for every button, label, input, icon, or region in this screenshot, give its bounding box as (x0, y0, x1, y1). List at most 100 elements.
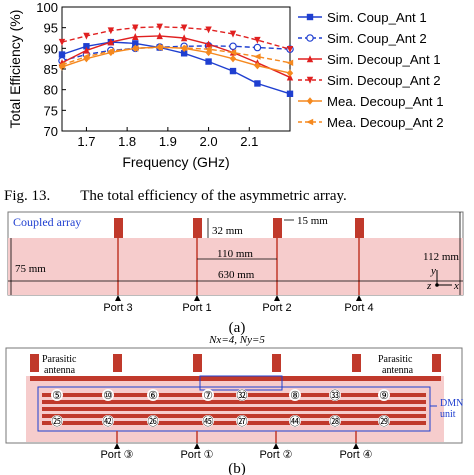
data-point (286, 73, 294, 81)
series-line (61, 41, 291, 95)
data-point (180, 44, 188, 52)
legend-marker (306, 76, 314, 84)
legend-label: Sim. Coup_Ant 1 (327, 10, 427, 25)
figure-b: Nx=4, Ny=5 Parasitic antenna Parasitic a… (5, 334, 463, 475)
data-point (180, 34, 188, 42)
antenna-b-2 (272, 354, 281, 372)
dmn-label-2: unit (440, 409, 456, 420)
subfigure-a-label: (a) (229, 320, 246, 336)
parasitic-right-line2: antenna (382, 365, 414, 376)
legend-label: Sim. Decoup_Ant 1 (327, 52, 441, 67)
legend-marker (306, 34, 314, 42)
dmn-number-badge (329, 415, 341, 427)
data-point (286, 90, 294, 97)
x-tick-label: 1.7 (77, 134, 95, 149)
port-2-label: Port 2 (262, 302, 291, 314)
dmn-number: ⑥ (148, 390, 158, 402)
data-point (156, 32, 163, 40)
antenna-element-3 (114, 218, 123, 238)
parasitic-right-line1: Parasitic (378, 354, 413, 365)
data-point (229, 30, 237, 38)
data-point (58, 38, 66, 46)
dmn-number: ㉕ (52, 415, 63, 428)
data-point (132, 24, 139, 32)
dmn-strip (42, 393, 426, 397)
data-point (107, 48, 115, 55)
legend-marker (306, 118, 314, 126)
dmn-number-badge (202, 389, 214, 401)
caption-label: Fig. 13. (4, 188, 51, 204)
data-point (286, 45, 294, 53)
coord-y-label: y (430, 265, 436, 277)
data-point (82, 53, 90, 60)
dmn-number-badge (378, 415, 390, 427)
dmn-number-badge (236, 415, 248, 427)
port-b-2-arrow (273, 443, 279, 449)
antenna-element-1 (193, 218, 202, 238)
dmn-strip (42, 400, 426, 404)
data-point (83, 46, 90, 54)
dmn-number-badge (147, 415, 159, 427)
dmn-number: ㊺ (203, 415, 214, 428)
dmn-number: ㉖ (148, 415, 159, 428)
port-1-label: Port 1 (182, 302, 211, 314)
plot-frame (61, 6, 291, 132)
dmn-number-group: ⑤ ⑩ ⑥ ⑦ ㉜ ⑧ ㉝ ⑨ ㉕ ㊷ ㉖ ㊺ ㉗ ㊹ ㉘ ㉙ (51, 389, 390, 428)
dmn-strip-group (42, 393, 426, 425)
coord-x-label: x (453, 280, 459, 292)
y-tick-label: 100 (36, 0, 58, 15)
data-point (107, 38, 115, 46)
y-axis-label: Total Efficiency (%) (7, 10, 23, 129)
dmn-number: ㉙ (379, 415, 390, 428)
data-point (253, 43, 262, 52)
data-point (229, 54, 237, 63)
dmn-number: ㉗ (237, 415, 248, 428)
port-b-1-arrow (194, 443, 200, 449)
efficiency-chart: 1.7 1.8 1.9 2.0 2.1 70 75 80 85 90 95 100 Frequenc… (7, 0, 444, 170)
data-point (204, 45, 212, 53)
dmn-number-badge (147, 389, 159, 401)
x-tick-label: 1.8 (118, 134, 136, 149)
antenna-b-4 (352, 354, 361, 372)
dmn-label-1: DMN (440, 398, 463, 409)
data-point (83, 54, 90, 63)
data-point (180, 24, 188, 32)
port-4-arrow (356, 295, 362, 301)
data-point (58, 51, 66, 58)
dmn-strip (42, 414, 426, 418)
dim-ground-height-label: 75 mm (15, 263, 46, 275)
dmn-number: ⑦ (203, 390, 213, 402)
antenna-element-2 (273, 218, 282, 238)
coupled-array-label: Coupled array (13, 215, 81, 229)
antenna-layout-figure: Coupled array 32 mm 15 mm 110 mm 630 mm … (5, 211, 464, 475)
dmn-strip (42, 407, 426, 411)
dmn-number-badge (236, 389, 248, 401)
data-point (156, 44, 163, 51)
port-b-4-label: Port ④ (339, 449, 372, 461)
data-point (286, 69, 294, 77)
data-point (286, 59, 294, 66)
data-point (229, 67, 237, 75)
series-line (61, 35, 291, 78)
data-point (254, 36, 261, 44)
y-tick-label: 80 (44, 83, 58, 98)
data-point (229, 42, 237, 51)
dmn-number-badge (289, 415, 301, 427)
x-tick-label: 1.9 (159, 134, 177, 149)
dmn-number: ⑩ (103, 390, 113, 402)
data-point (254, 61, 261, 70)
series-line (61, 46, 291, 66)
x-axis-label: Frequency (GHz) (122, 154, 229, 170)
data-point (205, 58, 212, 65)
grid-size-title: Nx=4, Ny=5 (208, 334, 265, 346)
dmn-number-badge (102, 389, 114, 401)
dim-spacing-label: 110 mm (217, 248, 253, 260)
legend-marker (306, 97, 314, 105)
port-3-arrow (115, 295, 121, 301)
antenna-b-3 (113, 354, 122, 372)
figure-a: Coupled array 32 mm 15 mm 110 mm 630 mm … (7, 211, 464, 336)
dmn-number: ㉝ (330, 389, 341, 402)
antenna-element-4 (355, 218, 364, 238)
parasitic-antenna-left (30, 354, 39, 372)
port-4-label: Port 4 (344, 302, 373, 314)
